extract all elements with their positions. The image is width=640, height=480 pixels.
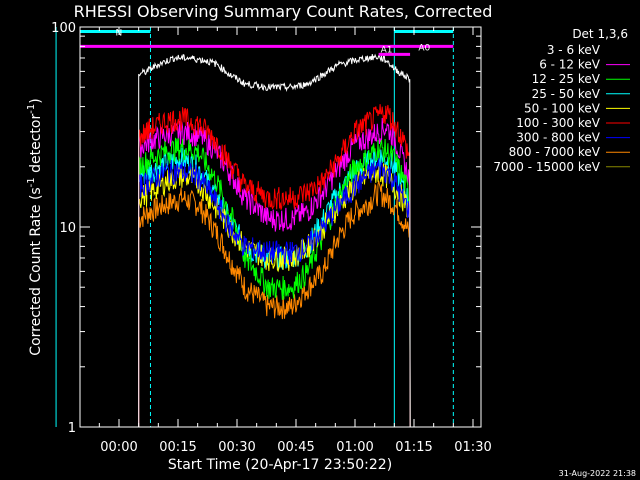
annotation-label-1: A0 [418, 43, 430, 53]
x-axis-label: Start Time (20-Apr-17 23:50:22) [168, 457, 392, 473]
legend-label-2: 12 - 25 keV [532, 72, 601, 86]
legend-label-1: 6 - 12 keV [539, 58, 601, 72]
series-line-5 [138, 104, 411, 428]
attenuator-lines [55, 27, 454, 427]
x-tick-label-0: 00:00 [100, 440, 137, 455]
annotation-label-2: A1 [381, 45, 393, 55]
y-tick-label-1: 10 [59, 221, 76, 236]
y-axis-label-sup: -1 [26, 177, 37, 187]
series-line-0 [138, 53, 411, 428]
y-axis-label-mid: detector [28, 114, 44, 178]
x-tick-label-5: 01:15 [395, 440, 432, 455]
legend-label-5: 100 - 300 keV [516, 116, 600, 130]
series-line-7 [138, 180, 411, 428]
legend-label-4: 50 - 100 keV [524, 101, 601, 115]
legend-label-7: 800 - 7000 keV [509, 145, 601, 159]
series-line-1 [138, 117, 411, 428]
series-line-2 [138, 137, 411, 428]
y-tick-label-0: 1 [68, 421, 76, 436]
x-tick-label-4: 01:00 [336, 440, 373, 455]
legend-label-0: 3 - 6 keV [547, 43, 601, 57]
y-axis-label-sup2: -1 [26, 104, 37, 114]
x-tick-label-3: 00:45 [277, 440, 314, 455]
x-axis: 00:00 00:15 00:30 00:45 01:00 01:15 01:30 [98, 27, 492, 455]
x-tick-label-6: 01:30 [454, 440, 491, 455]
footer-date: 31-Aug-2022 21:38 [559, 469, 636, 478]
x-tick-label-1: 00:15 [159, 440, 196, 455]
series-line-6 [138, 158, 411, 428]
y-axis: 1 10 100 [51, 21, 481, 436]
legend-label-3: 25 - 50 keV [532, 87, 601, 101]
legend-title: Det 1,3,6 [572, 27, 628, 41]
y-axis-label: Corrected Count Rate (s-1 detector-1) [26, 98, 44, 355]
y-axis-label-part: Corrected Count Rate (s [28, 187, 44, 355]
legend-label-6: 300 - 800 keV [516, 131, 600, 145]
series-line-4 [138, 162, 411, 428]
legend-label-8: 7000 - 15000 keV [493, 160, 600, 174]
y-axis-label-end: ) [28, 98, 44, 103]
chart-title: RHESSI Observing Summary Count Rates, Co… [74, 2, 493, 21]
series-lines [138, 53, 411, 428]
y-tick-label-2: 100 [51, 21, 76, 36]
x-tick-label-2: 00:30 [218, 440, 255, 455]
